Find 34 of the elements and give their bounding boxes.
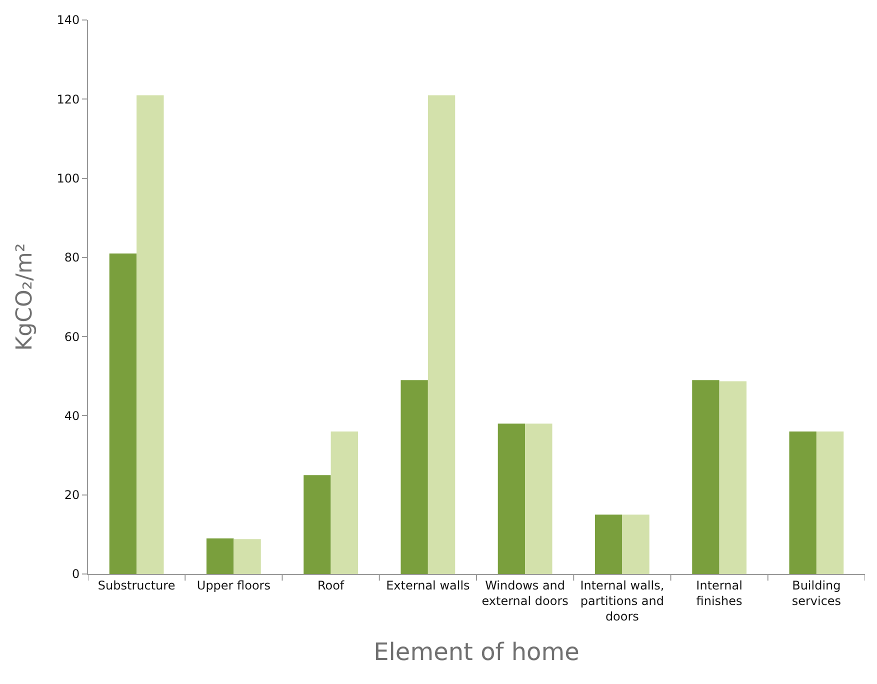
y-axis-title: KgCO₂/m² [12,243,38,351]
y-tick-label: 120 [56,92,80,106]
bar [206,538,234,574]
bar [525,424,552,574]
y-tick-label: 60 [64,330,80,344]
y-tick-label: 100 [56,171,80,186]
x-tick-label: Roof [317,578,345,592]
bar [719,381,747,574]
bar [136,95,164,574]
x-axis-title: Element of home [374,638,580,666]
bar [234,539,261,574]
x-tick-label: Internal finishes [696,578,742,608]
y-tick-label: 140 [56,13,80,28]
y-tick-label: 80 [64,250,80,265]
bar [594,514,622,574]
x-tick-label: Substructure [98,578,176,592]
bar [330,432,358,574]
bar [692,380,720,574]
bar [498,424,526,574]
bar [622,514,650,574]
x-tick-label: Upper floors [196,578,270,592]
bar [304,475,331,574]
bar [109,253,137,574]
bar [816,432,844,574]
y-tick-label: 20 [64,488,80,502]
bar [428,95,456,574]
x-tick-label: Internal walls, partitions and doors [580,578,664,624]
y-tick-label: 40 [64,408,80,423]
bar [789,432,816,574]
y-tick-label: 0 [72,567,80,582]
x-tick-label: Building services [792,578,842,608]
x-tick-label: External walls [386,578,470,592]
x-tick-label: Windows and external doors [482,578,568,608]
bar [400,380,428,574]
